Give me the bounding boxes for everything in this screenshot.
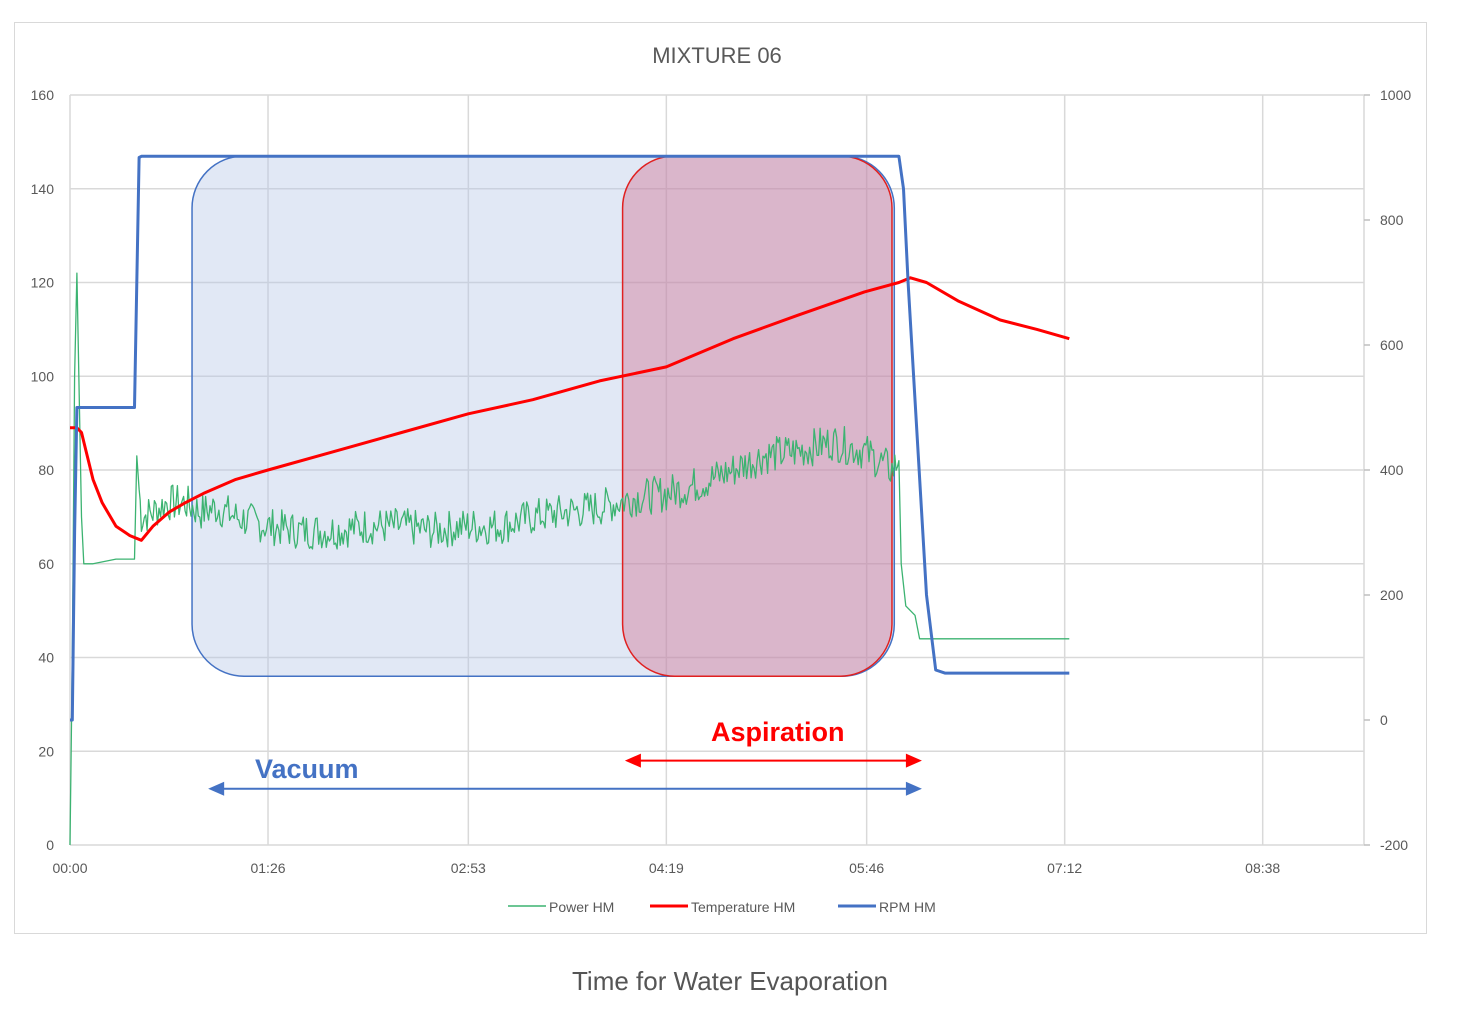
- y-left-tick-label: 40: [38, 650, 54, 666]
- rpm-hm-line: [70, 154, 1070, 722]
- chart-svg: 0 20 40 60 80 100 120 140 160 -200 0 200 400 600 800 10…: [31, 43, 1412, 915]
- y-right-tick-label: 1000: [1380, 87, 1411, 103]
- legend-temperature-hm-label: Temperature HM: [691, 899, 795, 915]
- y-right-tick-label: 400: [1380, 462, 1404, 478]
- y-left-tick-label: 120: [31, 275, 55, 291]
- chart-title: MIXTURE 06: [652, 43, 782, 68]
- y-right-tick-label: 600: [1380, 337, 1404, 353]
- figure-caption: Time for Water Evaporation: [572, 966, 888, 996]
- temperature-hm-line: [70, 276, 1070, 542]
- y-right-tick-label: 800: [1380, 212, 1404, 228]
- y-left-tick-label: 100: [31, 368, 55, 384]
- x-tick-label: 07:12: [1047, 860, 1082, 876]
- x-tick-label: 05:46: [849, 860, 884, 876]
- aspiration-arrow-head-right: [905, 753, 922, 768]
- vacuum-arrow-head-left: [208, 781, 225, 796]
- x-tick-label: 08:38: [1245, 860, 1280, 876]
- aspiration-label: Aspiration: [711, 717, 845, 747]
- x-tick-label: 01:26: [250, 860, 285, 876]
- legend-rpm-hm-label: RPM HM: [879, 899, 936, 915]
- y-left-tick-label: 140: [31, 181, 55, 197]
- aspiration-arrow-head-left: [624, 753, 641, 768]
- y-left-tick-label: 20: [38, 743, 54, 759]
- y-left-tick-label: 60: [38, 556, 54, 572]
- y-right-tick-label: 0: [1380, 712, 1388, 728]
- y-right-tick-label: 200: [1380, 587, 1404, 603]
- y-left-tick-label: 0: [46, 837, 54, 853]
- x-tick-label: 04:19: [649, 860, 684, 876]
- x-tick-label: 00:00: [52, 860, 87, 876]
- vacuum-label: Vacuum: [255, 754, 359, 784]
- power-hm-line: [69, 272, 1070, 846]
- vacuum-arrow-head-right: [905, 781, 922, 796]
- x-tick-label: 02:53: [451, 860, 486, 876]
- legend-power-hm-label: Power HM: [549, 899, 614, 915]
- y-right-tick-label: -200: [1380, 837, 1408, 853]
- y-left-tick-label: 160: [31, 87, 55, 103]
- y-left-tick-label: 80: [38, 462, 54, 478]
- aspiration-region: [621, 155, 893, 677]
